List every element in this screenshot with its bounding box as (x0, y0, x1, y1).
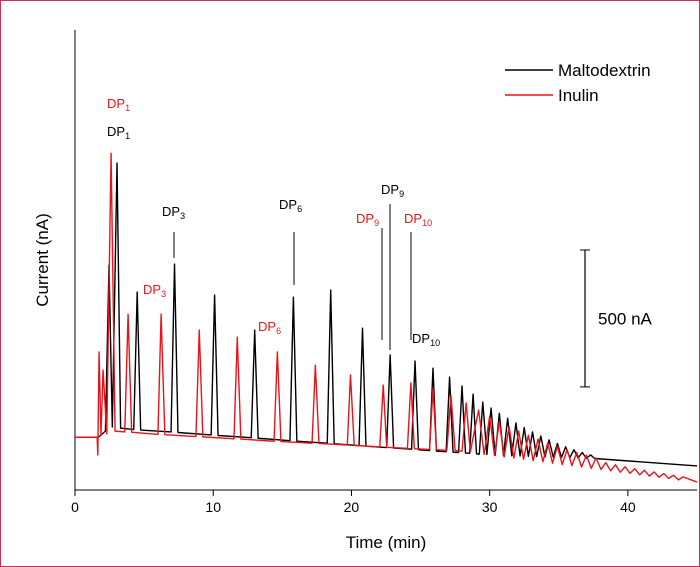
x-tick-label: 30 (482, 499, 498, 515)
annotation-text: DP (356, 211, 374, 226)
annotation-subscript: 1 (125, 131, 130, 141)
annotation: DP6 (258, 319, 281, 336)
annotation: DP1 (107, 96, 130, 113)
annotation-text: DP (162, 204, 180, 219)
annotation-subscript: 9 (374, 218, 379, 228)
annotation-subscript: 1 (125, 103, 130, 113)
annotation-text: DP (381, 182, 399, 197)
annotation-subscript: 6 (276, 326, 281, 336)
x-tick-label: 20 (344, 499, 360, 515)
annotation-text: DP (107, 96, 125, 111)
annotation-subscript: 10 (430, 338, 440, 348)
annotation-text: DP (279, 197, 297, 212)
annotation: DP9 (356, 211, 379, 228)
annotation: DP9 (381, 182, 404, 199)
annotation-text: DP (258, 319, 276, 334)
annotation: DP10 (412, 331, 440, 348)
x-axis-label: Time (min) (346, 533, 427, 552)
legend-label: Maltodextrin (558, 61, 651, 80)
annotation-subscript: 6 (297, 204, 302, 214)
annotation: DP3 (143, 282, 166, 299)
x-tick-label: 40 (620, 499, 636, 515)
annotation: DP3 (162, 204, 185, 221)
scale-label: 500 nA (598, 309, 653, 328)
annotation-subscript: 9 (399, 189, 404, 199)
x-tick-label: 0 (71, 499, 79, 515)
annotation-subscript: 10 (422, 218, 432, 228)
annotation-text: DP (412, 331, 430, 346)
annotation: DP10 (404, 211, 432, 228)
annotation-text: DP (143, 282, 161, 297)
annotation-text: DP (107, 124, 125, 139)
annotation: DP1 (107, 124, 130, 141)
annotation-subscript: 3 (161, 289, 166, 299)
annotation: DP6 (279, 197, 302, 214)
y-axis-label: Current (nA) (33, 213, 52, 307)
legend-label: Inulin (558, 86, 599, 105)
annotation-text: DP (404, 211, 422, 226)
series-line (75, 152, 698, 483)
annotation-subscript: 3 (180, 211, 185, 221)
x-tick-label: 10 (205, 499, 221, 515)
